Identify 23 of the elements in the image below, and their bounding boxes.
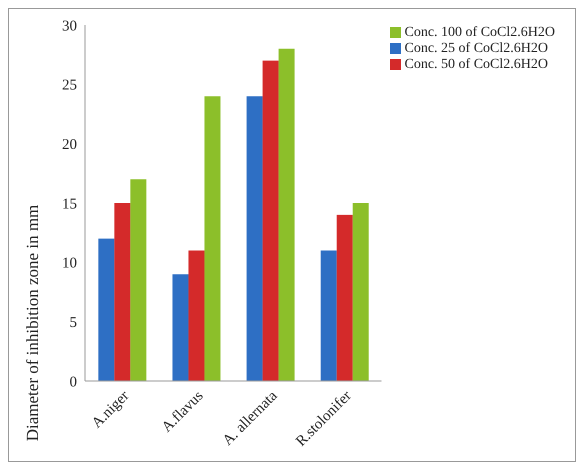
- y-axis-title: Diameter of inhibition zone in mm: [23, 204, 42, 442]
- bar: [336, 214, 353, 381]
- bar: [262, 60, 279, 381]
- bar: [278, 48, 295, 381]
- y-tick-label: 15: [62, 196, 77, 212]
- legend-label: Conc. 50 of CoCl2.6H2O: [404, 57, 548, 72]
- legend-label: Conc. 25 of CoCl2.6H2O: [404, 41, 548, 56]
- bar: [204, 96, 220, 381]
- y-tick-label: 5: [70, 314, 77, 331]
- y-tick-label: 10: [62, 256, 77, 272]
- y-tick-label: 25: [62, 78, 77, 94]
- bar: [114, 203, 130, 381]
- bar: [320, 250, 337, 381]
- bar: [352, 203, 369, 381]
- bar: [246, 96, 263, 381]
- bar: [172, 274, 188, 381]
- y-tick-label: 0: [70, 374, 77, 390]
- bar: [98, 238, 114, 381]
- bar: [130, 179, 146, 381]
- y-tick-label: 20: [62, 136, 77, 153]
- legend-label: Conc. 100 of CoCl2.6H2O: [404, 25, 555, 40]
- y-tick-label: 30: [62, 18, 77, 34]
- bar: [188, 250, 204, 381]
